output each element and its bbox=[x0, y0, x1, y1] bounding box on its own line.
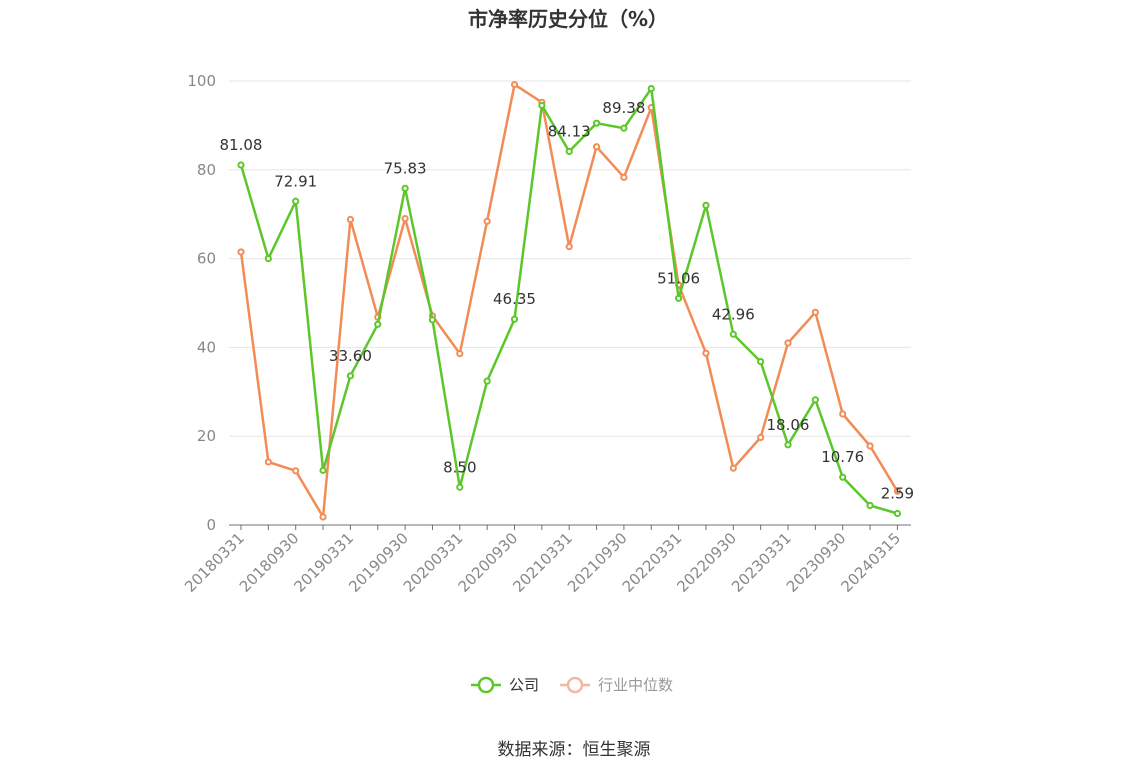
data-point bbox=[401, 215, 409, 223]
data-label: 18.06 bbox=[767, 416, 810, 434]
data-labels: 81.08 72.91 33.60 75.83 8.50 46.35 84.13 89.38 5… bbox=[220, 99, 915, 502]
data-point bbox=[565, 243, 573, 251]
data-point bbox=[702, 201, 710, 209]
data-label: 33.60 bbox=[329, 347, 372, 365]
legend-label: 公司 bbox=[509, 676, 539, 694]
data-label: 89.38 bbox=[602, 99, 645, 117]
data-point bbox=[893, 509, 902, 518]
data-point bbox=[839, 473, 847, 481]
data-point bbox=[647, 84, 655, 93]
legend[interactable]: 公司 行业中位数 bbox=[471, 676, 673, 694]
data-point bbox=[729, 464, 737, 472]
y-tick-label: 100 bbox=[187, 72, 216, 90]
y-tick-label: 40 bbox=[197, 338, 216, 356]
data-point bbox=[483, 217, 491, 225]
data-point bbox=[401, 184, 409, 192]
y-tick-label: 60 bbox=[197, 250, 216, 268]
data-point bbox=[592, 119, 601, 127]
data-point bbox=[592, 143, 601, 151]
data-source: 数据来源：恒生聚源 bbox=[498, 740, 651, 760]
y-tick-label: 20 bbox=[197, 427, 216, 445]
data-point bbox=[866, 501, 874, 510]
x-axis: 2018033120180930201903312019093020200331… bbox=[181, 524, 911, 596]
data-label: 72.91 bbox=[274, 172, 317, 190]
data-label: 75.83 bbox=[384, 159, 427, 177]
chart-title: 市净率历史分位（%） bbox=[468, 7, 668, 31]
y-axis: 0 20 40 60 80 100 bbox=[187, 72, 216, 534]
data-point bbox=[757, 433, 765, 442]
data-point bbox=[811, 396, 819, 404]
data-point bbox=[483, 377, 491, 385]
data-point bbox=[620, 124, 628, 132]
data-point bbox=[319, 513, 327, 521]
series-layer bbox=[237, 80, 902, 521]
data-point bbox=[237, 161, 245, 169]
legend-item-industry-median[interactable]: 行业中位数 bbox=[560, 676, 673, 694]
data-point bbox=[702, 349, 710, 357]
data-point bbox=[893, 487, 902, 495]
data-point bbox=[866, 442, 874, 450]
data-point bbox=[346, 372, 354, 380]
data-label: 10.76 bbox=[821, 448, 864, 466]
data-point bbox=[784, 441, 792, 449]
data-point bbox=[565, 147, 573, 156]
data-point bbox=[237, 248, 245, 256]
series-company bbox=[237, 84, 902, 518]
data-point bbox=[729, 330, 737, 338]
data-label: 42.96 bbox=[712, 305, 755, 323]
data-label: 84.13 bbox=[548, 122, 591, 140]
data-point bbox=[292, 467, 300, 475]
data-point bbox=[264, 255, 272, 263]
data-point bbox=[675, 294, 683, 302]
data-point bbox=[428, 316, 437, 324]
x-tick-label: 20240315 bbox=[838, 529, 905, 596]
data-point bbox=[620, 173, 628, 181]
legend-label: 行业中位数 bbox=[598, 676, 673, 694]
legend-marker bbox=[477, 676, 495, 694]
data-point bbox=[510, 315, 519, 323]
data-point bbox=[811, 308, 819, 316]
data-label: 46.35 bbox=[493, 290, 536, 308]
series-industry-median bbox=[237, 80, 902, 521]
data-point bbox=[456, 350, 464, 358]
data-label: 2.59 bbox=[881, 485, 914, 503]
data-point bbox=[292, 197, 300, 205]
data-point bbox=[757, 358, 765, 366]
data-label: 8.50 bbox=[443, 458, 476, 476]
legend-marker bbox=[566, 676, 584, 694]
y-tick-label: 80 bbox=[197, 161, 216, 179]
y-tick-label: 0 bbox=[206, 516, 216, 534]
data-label: 81.08 bbox=[220, 136, 263, 154]
data-point bbox=[784, 339, 792, 347]
data-point bbox=[510, 80, 519, 89]
data-point bbox=[264, 458, 272, 466]
data-point bbox=[456, 483, 464, 491]
data-point bbox=[538, 101, 546, 110]
data-point bbox=[346, 215, 354, 224]
data-label: 51.06 bbox=[657, 269, 700, 287]
data-point bbox=[839, 410, 847, 418]
legend-item-company[interactable]: 公司 bbox=[471, 676, 539, 694]
grid-lines bbox=[229, 80, 911, 437]
data-point bbox=[319, 466, 327, 474]
data-point bbox=[374, 320, 382, 328]
